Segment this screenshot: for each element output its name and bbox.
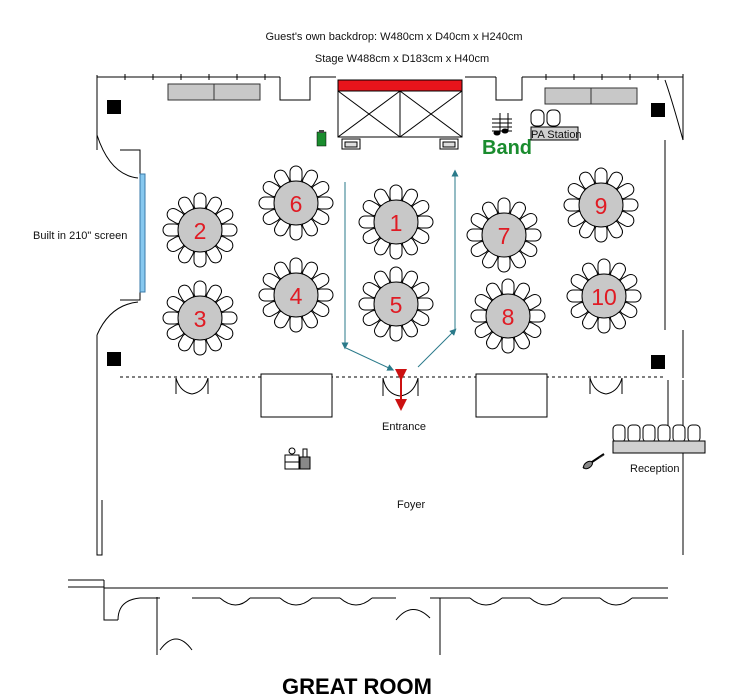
table-number: 7 — [498, 223, 511, 249]
table-top — [273, 180, 319, 226]
partition-doors — [175, 373, 623, 418]
reception-label: Reception — [630, 463, 680, 475]
table-number: 6 — [290, 191, 303, 217]
table-number: 1 — [390, 210, 403, 236]
pillar — [651, 355, 665, 369]
table-top — [177, 295, 223, 341]
table-top — [273, 272, 319, 318]
table-8: 8 — [470, 278, 546, 354]
cabinet-right — [544, 87, 638, 105]
table-number: 5 — [390, 292, 403, 318]
table-2: 2 — [162, 192, 238, 268]
table-top — [481, 212, 527, 258]
screen-label: Built in 210" screen — [33, 230, 127, 242]
table-top — [578, 182, 624, 228]
table-top — [373, 199, 419, 245]
table-top — [581, 273, 627, 319]
band-label: Band — [482, 137, 532, 159]
cabinet-left — [167, 83, 261, 101]
table-7: 7 — [466, 197, 542, 273]
foyer-label: Foyer — [397, 499, 425, 511]
stage-label: Stage W488cm x D183cm x H40cm — [315, 53, 489, 65]
table-top — [485, 293, 531, 339]
page-title: GREAT ROOM — [282, 674, 432, 699]
table-number: 3 — [194, 306, 207, 332]
pillar — [107, 352, 121, 366]
backdrop-label: Guest's own backdrop: W480cm x D40cm x H… — [265, 31, 522, 43]
stage — [337, 79, 463, 150]
pa-station: PA Station — [530, 109, 582, 141]
entrance-label: Entrance — [382, 421, 426, 433]
top-wall — [96, 74, 684, 101]
bottom-wall — [68, 579, 668, 655]
pa-station-label: PA Station — [531, 129, 582, 141]
speaker-icon — [316, 130, 327, 147]
table-number: 4 — [290, 283, 303, 309]
table-4: 4 — [258, 257, 334, 333]
table-number: 2 — [194, 218, 207, 244]
table-number: 8 — [502, 304, 515, 330]
projection-screen — [139, 173, 146, 293]
table-1: 1 — [358, 184, 434, 260]
table-6: 6 — [258, 165, 334, 241]
table-number: 10 — [591, 284, 617, 310]
pillar — [651, 103, 665, 117]
reception-desk: Reception — [612, 424, 706, 475]
table-9: 9 — [563, 167, 639, 243]
bar-station-icon — [284, 447, 311, 470]
guitar-icon — [582, 453, 605, 470]
music-note-icon — [492, 113, 512, 136]
tables: 1 2 3 4 5 6 7 8 9 10 — [162, 165, 642, 356]
table-5: 5 — [358, 266, 434, 342]
table-number: 9 — [595, 193, 608, 219]
table-10: 10 — [566, 258, 642, 334]
pillar — [107, 100, 121, 114]
aisle-arrows — [341, 169, 459, 371]
table-3: 3 — [162, 280, 238, 356]
table-top — [177, 207, 223, 253]
table-top — [373, 281, 419, 327]
